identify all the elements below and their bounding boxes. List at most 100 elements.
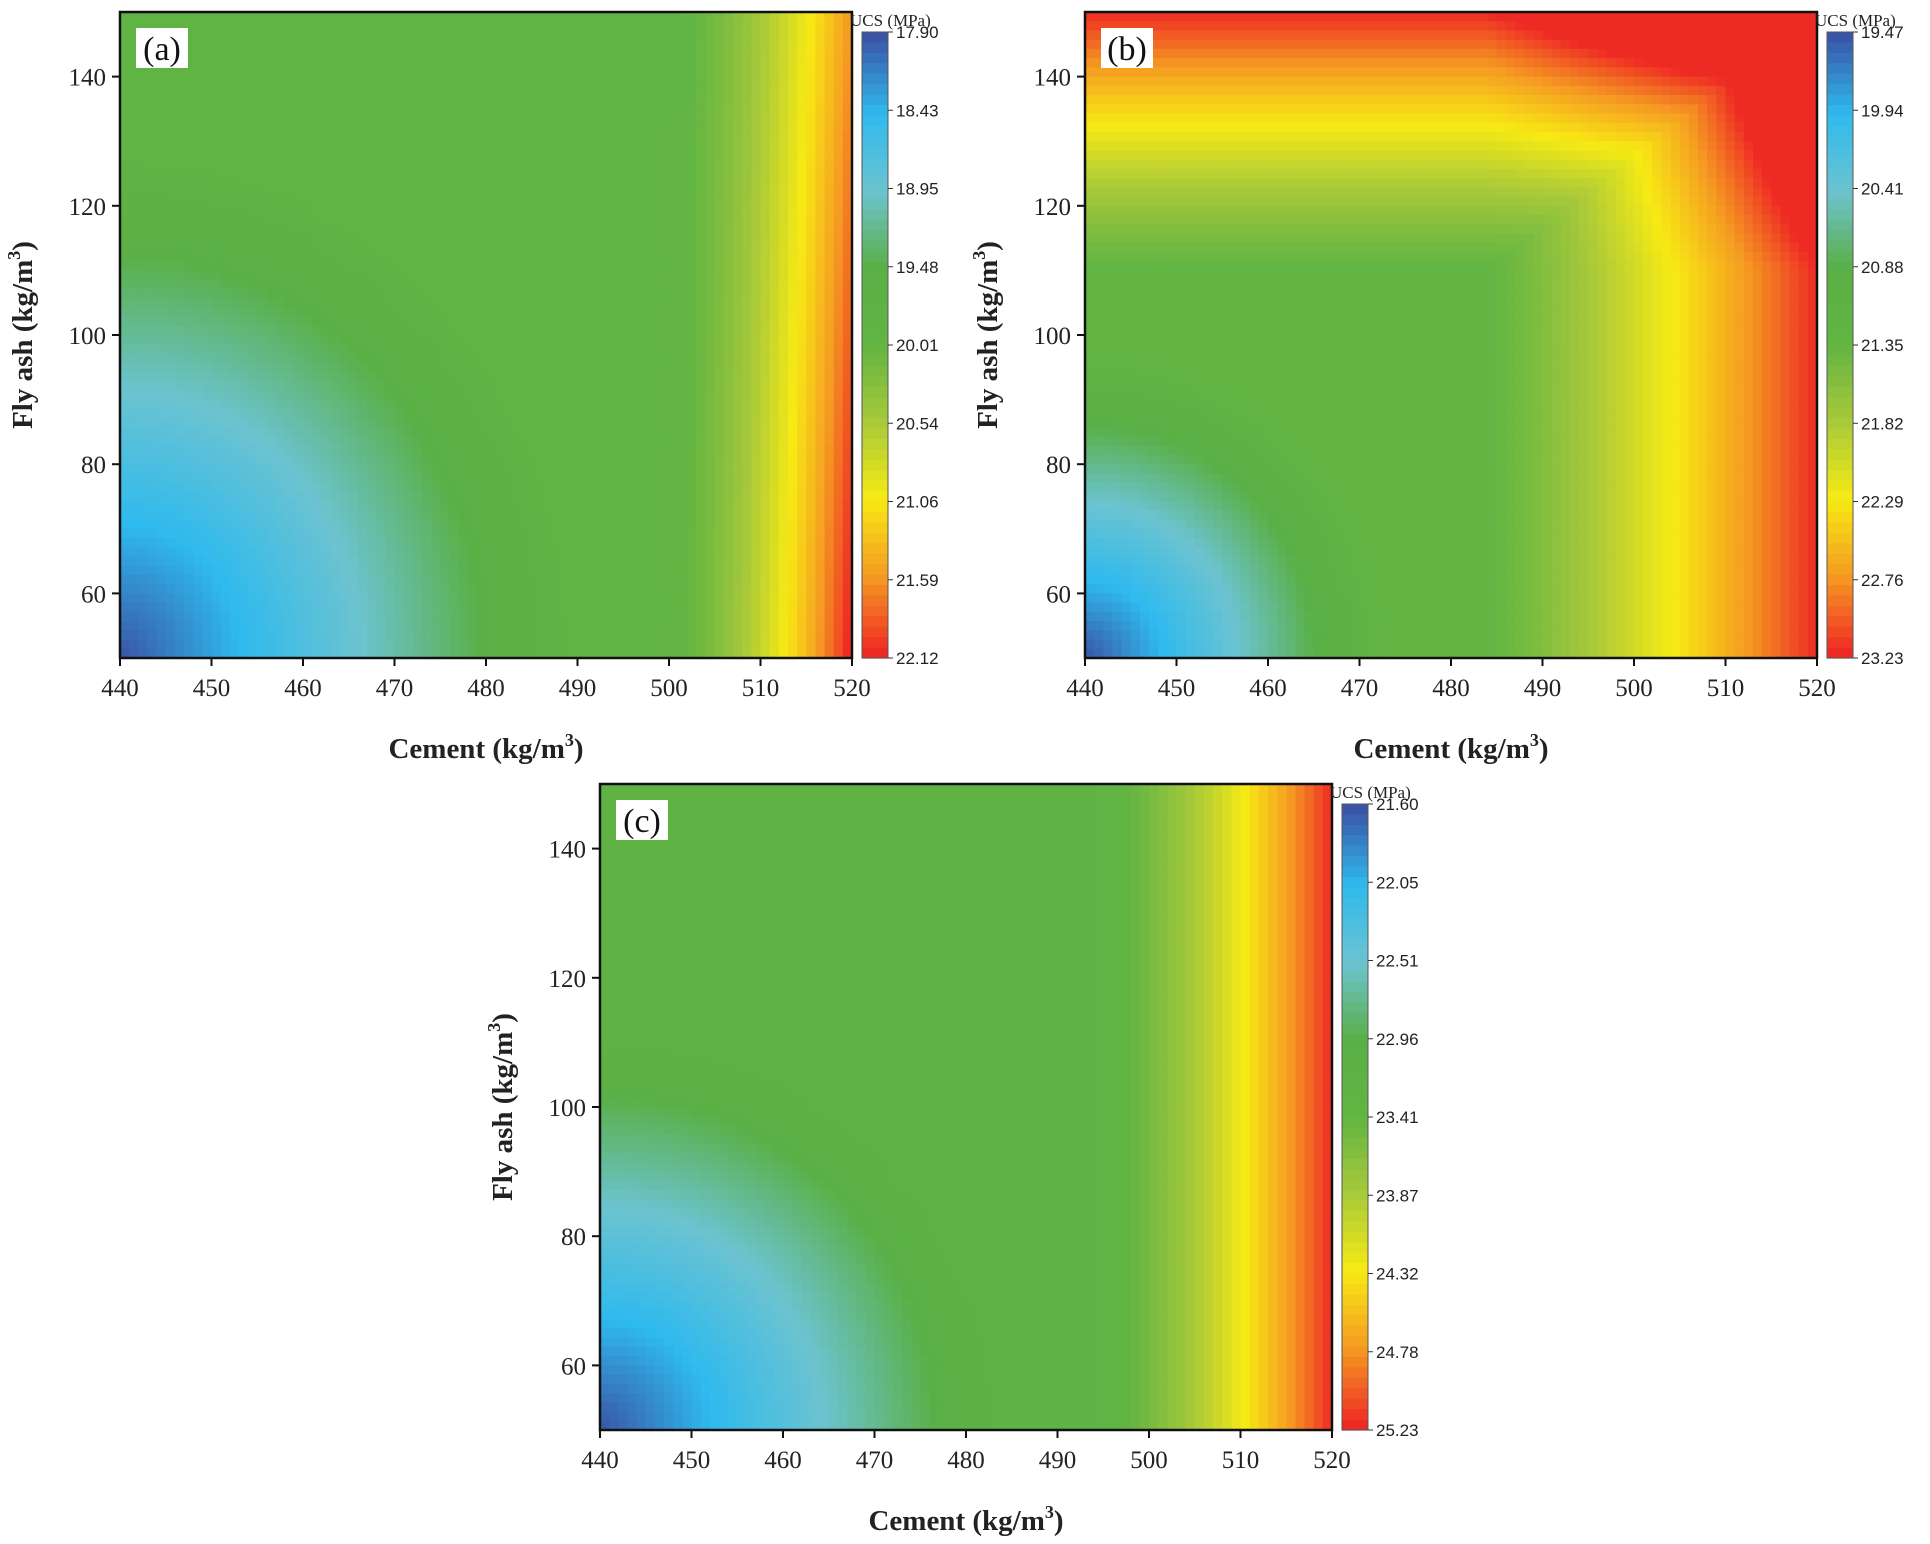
heatmap-cell: [632, 178, 643, 188]
heatmap-cell: [211, 519, 222, 530]
heatmap-cell: [806, 205, 816, 216]
heatmap-cell: [632, 104, 643, 115]
heatmap-cell: [193, 67, 203, 78]
heatmap-cell: [275, 325, 286, 336]
heatmap-cell: [367, 556, 377, 567]
heatmap-cell: [733, 205, 743, 216]
heatmap-cell: [504, 288, 515, 299]
heatmap-cell: [833, 95, 844, 105]
heatmap-cell: [559, 196, 569, 207]
heatmap-cell: [595, 445, 606, 456]
heatmap-cell: [412, 344, 423, 355]
heatmap-cell: [467, 574, 478, 585]
heatmap-cell: [714, 159, 725, 170]
heatmap-cell: [120, 335, 130, 345]
heatmap-cell: [559, 547, 569, 558]
heatmap-cell: [669, 67, 679, 78]
heatmap-cell: [257, 196, 267, 207]
heatmap-cell: [147, 344, 158, 355]
heatmap-cell: [641, 316, 652, 327]
heatmap-cell: [486, 547, 496, 558]
heatmap-cell: [623, 473, 633, 484]
heatmap-cell: [339, 418, 350, 428]
heatmap-cell: [202, 454, 213, 465]
heatmap-cell: [806, 251, 816, 262]
heatmap-cell: [357, 113, 368, 124]
heatmap-cell: [678, 12, 688, 22]
heatmap-cell: [522, 242, 533, 253]
heatmap-cell: [202, 565, 213, 576]
heatmap-cell: [257, 538, 267, 548]
heatmap-cell: [238, 21, 249, 32]
heatmap-cell: [742, 233, 752, 244]
heatmap-cell: [165, 565, 176, 576]
heatmap-cell: [531, 270, 542, 281]
heatmap-cell: [678, 251, 688, 262]
heatmap-cell: [174, 21, 185, 32]
heatmap-cell: [275, 344, 286, 355]
heatmap-cell: [266, 519, 277, 530]
heatmap-cell: [202, 48, 213, 59]
heatmap-cell: [211, 436, 222, 447]
heatmap-cell: [787, 85, 798, 96]
heatmap-cell: [586, 30, 597, 41]
heatmap-cell: [394, 325, 405, 336]
heatmap-cell: [623, 353, 633, 364]
heatmap-cell: [513, 159, 524, 170]
heatmap-cell: [367, 30, 377, 41]
heatmap-cell: [659, 464, 670, 475]
heatmap-cell: [760, 501, 771, 511]
heatmap-cell: [120, 67, 130, 78]
heatmap-cell: [678, 104, 688, 115]
heatmap-cell: [604, 58, 615, 68]
heatmap-cell: [467, 178, 478, 188]
heatmap-cell: [330, 270, 341, 281]
heatmap-cell: [641, 454, 652, 465]
heatmap-cell: [174, 547, 185, 558]
heatmap-cell: [193, 390, 203, 401]
heatmap-cell: [696, 187, 707, 198]
heatmap-cell: [348, 178, 359, 188]
heatmap-cell: [403, 233, 414, 244]
heatmap-cell: [449, 39, 460, 50]
heatmap-cell: [229, 381, 240, 391]
heatmap-cell: [385, 215, 396, 225]
heatmap-cell: [769, 12, 780, 22]
heatmap-cell: [229, 67, 240, 78]
heatmap-cell: [632, 399, 643, 410]
heatmap-cell: [275, 21, 286, 32]
heatmap-cell: [431, 482, 441, 493]
heatmap-cell: [604, 261, 615, 271]
heatmap-cell: [650, 67, 661, 78]
heatmap-cell: [129, 436, 139, 447]
heatmap-cell: [211, 224, 222, 235]
heatmap-cell: [348, 39, 359, 50]
heatmap-cell: [687, 85, 698, 96]
heatmap-cell: [778, 445, 789, 456]
heatmap-cell: [842, 215, 853, 225]
heatmap-cell: [705, 473, 716, 484]
heatmap-cell: [495, 565, 505, 576]
heatmap-cell: [385, 104, 396, 115]
heatmap-cell: [504, 298, 515, 308]
heatmap-cell: [440, 178, 450, 188]
heatmap-cell: [522, 261, 533, 271]
heatmap-cell: [147, 187, 158, 198]
heatmap-cell: [229, 371, 240, 382]
heatmap-cell: [449, 279, 460, 290]
heatmap-cell: [467, 67, 478, 78]
heatmap-cell: [321, 482, 332, 493]
heatmap-cell: [129, 381, 139, 391]
heatmap-cell: [339, 556, 350, 567]
heatmap-cell: [403, 104, 414, 115]
heatmap-cell: [293, 436, 304, 447]
heatmap-cell: [641, 408, 652, 419]
heatmap-cell: [696, 547, 707, 558]
heatmap-cell: [412, 399, 423, 410]
heatmap-cell: [614, 95, 624, 105]
heatmap-cell: [705, 528, 716, 539]
heatmap-cell: [742, 418, 752, 428]
heatmap-cell: [174, 95, 185, 105]
heatmap-cell: [421, 196, 432, 207]
heatmap-cell: [769, 454, 780, 465]
